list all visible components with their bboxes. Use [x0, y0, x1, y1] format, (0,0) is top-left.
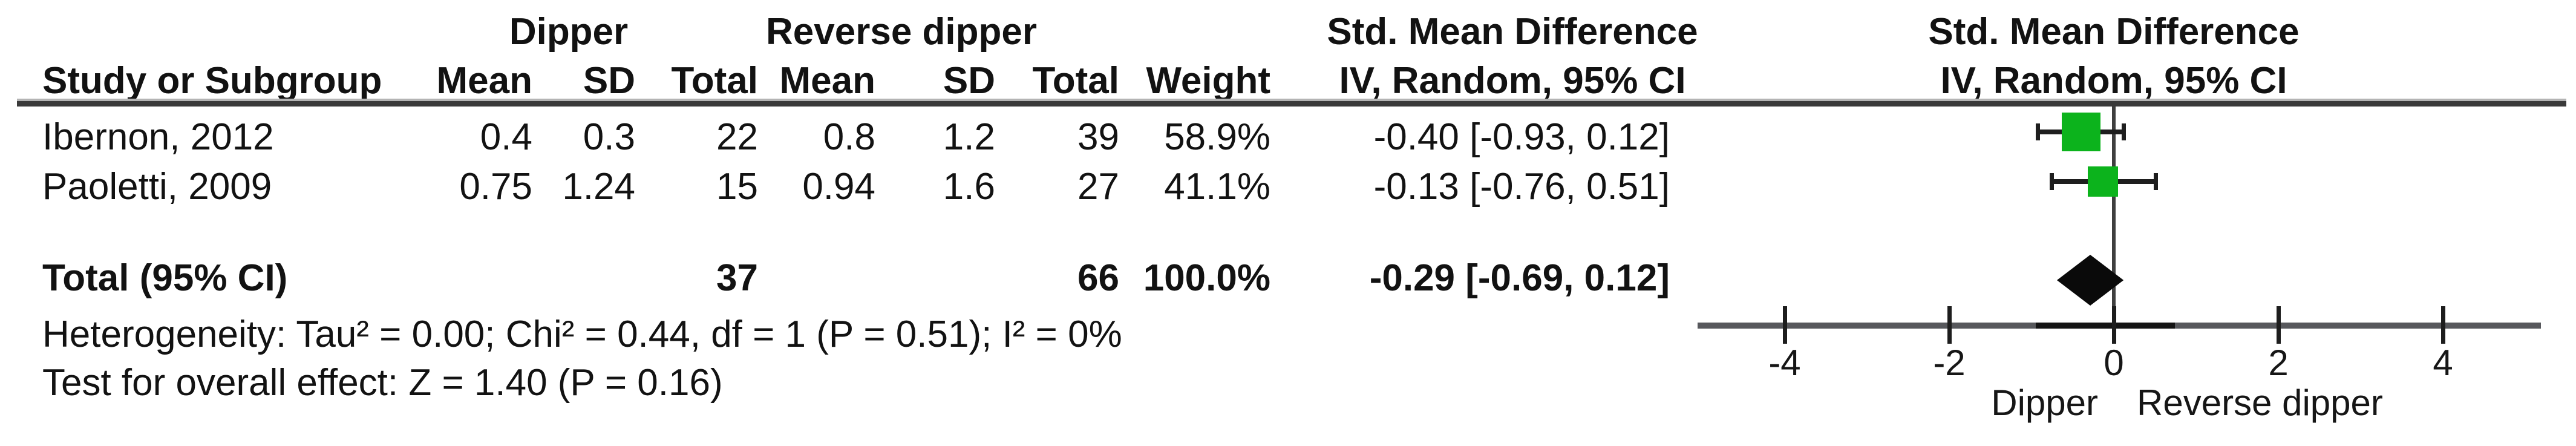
overall-effect-note: Test for overall effect: Z = 1.40 (P = 0… — [42, 362, 723, 404]
total-n2-cell: 66 — [1077, 257, 1119, 299]
row-total1-cell: 22 — [716, 116, 758, 158]
axis-tick — [2112, 306, 2116, 344]
axis-tick — [2441, 306, 2445, 344]
effect-plot-header-line1: Std. Mean Difference — [1928, 11, 2300, 53]
row-sd1-cell: 0.3 — [583, 116, 635, 158]
axis-tick-label: 4 — [2433, 343, 2453, 383]
row-study-name: Ibernon, 2012 — [42, 116, 274, 158]
header-rule-highlight — [17, 99, 2566, 101]
row-ci-cell: -0.13 [-0.76, 0.51] — [1373, 166, 1670, 208]
sd2-col-header: SD — [943, 60, 995, 102]
total-diamond — [2057, 255, 2124, 306]
weight-col-header: Weight — [1146, 60, 1271, 102]
heterogeneity-note: Heterogeneity: Tau² = 0.00; Chi² = 0.44,… — [42, 313, 1122, 355]
total-ci-cell: -0.29 [-0.69, 0.12] — [1369, 257, 1670, 299]
total-n1-cell: 37 — [716, 257, 758, 299]
study-col-header: Study or Subgroup — [42, 60, 382, 102]
total-weight-cell: 100.0% — [1143, 257, 1270, 299]
effect-plot-header-line2: IV, Random, 95% CI — [1940, 60, 2287, 102]
row-total2-cell: 39 — [1077, 116, 1119, 158]
axis-tick — [2277, 306, 2281, 344]
sd1-col-header: SD — [583, 60, 635, 102]
row-weight-cell: 41.1% — [1164, 166, 1270, 208]
axis-tick-label: -2 — [1933, 343, 1966, 383]
mean2-col-header: Mean — [779, 60, 875, 102]
x-axis-dark-segment — [2036, 323, 2175, 329]
total-row-label: Total (95% CI) — [42, 257, 288, 299]
row-sd1-cell: 1.24 — [562, 166, 635, 208]
mean1-col-header: Mean — [436, 60, 532, 102]
row-mean2-cell: 0.8 — [823, 116, 875, 158]
row-sd2-cell: 1.2 — [943, 116, 995, 158]
study-weight-square — [2088, 166, 2119, 197]
ci-whisker-right-cap — [2154, 173, 2159, 190]
ci-whisker-left-cap — [2035, 123, 2040, 140]
axis-tick-label: 0 — [2104, 343, 2124, 383]
axis-tick — [1947, 306, 1952, 344]
effect-text-header-line1: Std. Mean Difference — [1327, 11, 1698, 53]
row-total2-cell: 27 — [1077, 166, 1119, 208]
total2-col-header: Total — [1032, 60, 1120, 102]
row-total1-cell: 15 — [716, 166, 758, 208]
group1-header: Dipper — [509, 11, 629, 53]
ci-whisker-right-cap — [2122, 123, 2127, 140]
row-study-name: Paoletti, 2009 — [42, 166, 272, 208]
ci-whisker-left-cap — [2049, 173, 2054, 190]
row-mean1-cell: 0.75 — [459, 166, 532, 208]
group2-header: Reverse dipper — [766, 11, 1037, 53]
row-mean2-cell: 0.94 — [802, 166, 875, 208]
effect-text-header-line2: IV, Random, 95% CI — [1339, 60, 1686, 102]
study-weight-square — [2061, 113, 2100, 151]
row-ci-cell: -0.40 [-0.93, 0.12] — [1373, 116, 1670, 158]
zero-reference-line — [2112, 107, 2116, 327]
row-mean1-cell: 0.4 — [480, 116, 532, 158]
axis-right-group-label: Reverse dipper — [2137, 382, 2383, 423]
axis-tick-label: -4 — [1768, 343, 1801, 383]
total1-col-header: Total — [671, 60, 759, 102]
header-rule — [17, 101, 2566, 107]
row-sd2-cell: 1.6 — [943, 166, 995, 208]
axis-tick — [1783, 306, 1787, 344]
axis-tick-label: 2 — [2268, 343, 2289, 383]
row-weight-cell: 58.9% — [1164, 116, 1270, 158]
axis-left-group-label: Dipper — [1991, 382, 2098, 423]
